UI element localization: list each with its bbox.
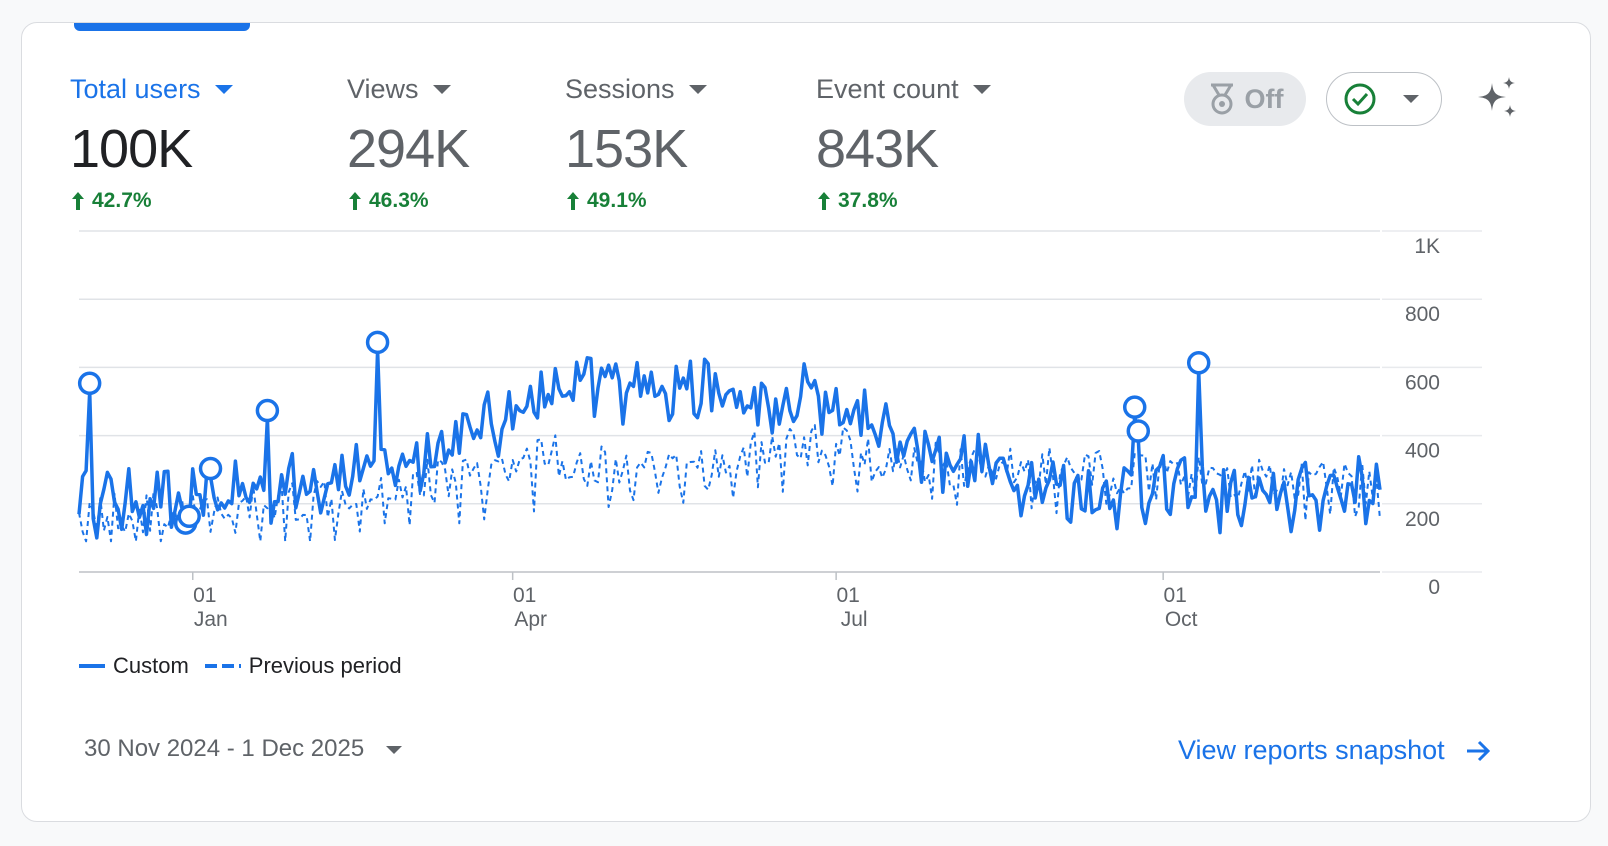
legend-item-previous[interactable]: Previous period (204, 653, 402, 679)
caret-down-icon (386, 746, 403, 754)
anomaly-marker[interactable] (198, 456, 223, 481)
metric-label: Event count (816, 73, 959, 104)
metric-change-value: 37.8% (838, 189, 898, 212)
metric-sessions[interactable]: Sessions 153K 49.1% (565, 71, 707, 213)
y-tick-label: 800 (1405, 303, 1440, 326)
anomaly-marker[interactable] (1122, 395, 1147, 419)
previous-period-line (78, 424, 1381, 543)
selected-tab-indicator (74, 23, 250, 31)
anomaly-marker[interactable] (77, 371, 102, 396)
metric-change: 37.8% (816, 189, 991, 213)
metric-views[interactable]: Views 294K 46.3% (347, 71, 470, 213)
x-tick-month: Oct (1165, 608, 1198, 631)
arrow-up-icon (818, 192, 830, 210)
anomaly-marker[interactable] (365, 330, 390, 355)
toggle-label: Off (1244, 83, 1284, 114)
y-tick-label: 600 (1405, 371, 1440, 394)
metric-change: 49.1% (565, 189, 707, 213)
legend-label: Custom (113, 653, 189, 678)
x-tick-month: Apr (514, 608, 547, 631)
series-custom (77, 348, 1382, 540)
metric-value: 294K (347, 119, 470, 179)
anomaly-markers (77, 330, 1211, 535)
snapshot-link-label: View reports snapshot (1178, 735, 1445, 765)
metric-total-users-header[interactable]: Total users (70, 71, 233, 107)
x-tick-month: Jan (194, 608, 228, 631)
metric-views-header[interactable]: Views (347, 71, 469, 107)
x-tick-day: 01 (193, 584, 216, 607)
arrow-up-icon (72, 192, 84, 210)
solid-line-swatch (79, 664, 105, 668)
anomaly-marker[interactable] (255, 398, 280, 423)
arrow-up-icon (567, 192, 579, 210)
metric-value: 843K (816, 119, 939, 179)
caret-down-icon (972, 84, 991, 94)
benchmark-toggle[interactable]: Off (1184, 72, 1306, 126)
legend-item-custom[interactable]: Custom (79, 653, 189, 679)
arrow-up-icon (349, 192, 361, 210)
x-tick-day: 01 (1163, 584, 1186, 607)
metric-change-value: 49.1% (587, 189, 647, 212)
metric-change-value: 42.7% (92, 189, 152, 212)
view-reports-snapshot-link[interactable]: View reports snapshot (1178, 735, 1491, 766)
metric-change-value: 46.3% (369, 189, 429, 212)
chart-legend: Custom Previous period (79, 653, 418, 679)
caret-down-icon (214, 84, 233, 94)
x-tick-day: 01 (836, 584, 859, 607)
date-range-selector[interactable]: 30 Nov 2024 - 1 Dec 2025 (84, 735, 403, 763)
metric-total-users[interactable]: Total users 100K 42.7% (70, 71, 233, 213)
x-tick-month: Jul (841, 608, 868, 631)
chart-grid (79, 230, 1482, 573)
series-previous-period (78, 424, 1381, 543)
metric-label: Views (347, 73, 419, 104)
dashed-line-swatch (204, 664, 241, 668)
y-tick-label: 400 (1405, 440, 1440, 463)
anomaly-marker[interactable] (1186, 351, 1211, 375)
y-tick-label: 200 (1405, 508, 1440, 531)
caret-down-icon (1403, 95, 1419, 103)
metric-value: 153K (565, 119, 688, 179)
x-tick-day: 01 (513, 584, 536, 607)
date-range-label: 30 Nov 2024 - 1 Dec 2025 (84, 735, 365, 762)
anomaly-marker[interactable] (1126, 419, 1151, 443)
metric-change: 42.7% (70, 189, 233, 213)
y-axis: 0 200 400 600 800 1K (1405, 235, 1440, 599)
y-tick-label: 0 (1428, 576, 1440, 599)
medal-icon (1210, 83, 1233, 115)
anomaly-marker[interactable] (177, 504, 201, 529)
metric-value: 100K (70, 119, 193, 179)
overview-card: Total users 100K 42.7% Views 294K 46.3% … (21, 22, 1591, 822)
arrow-right-icon (1466, 740, 1490, 761)
metric-label: Sessions (565, 73, 675, 104)
custom-line (77, 348, 1382, 540)
sparkle-icon[interactable] (1472, 75, 1520, 123)
metric-label: Total users (70, 73, 201, 104)
y-tick-label: 1K (1414, 235, 1440, 258)
data-quality-dropdown[interactable] (1326, 72, 1442, 126)
caret-down-icon (688, 84, 707, 94)
legend-label: Previous period (248, 653, 402, 678)
check-circle-icon (1344, 83, 1376, 115)
metric-change: 46.3% (347, 189, 469, 213)
metric-event-count[interactable]: Event count 843K 37.8% (816, 71, 991, 213)
metric-sessions-header[interactable]: Sessions (565, 71, 707, 107)
metric-event-count-header[interactable]: Event count (816, 71, 991, 107)
caret-down-icon (432, 84, 451, 94)
